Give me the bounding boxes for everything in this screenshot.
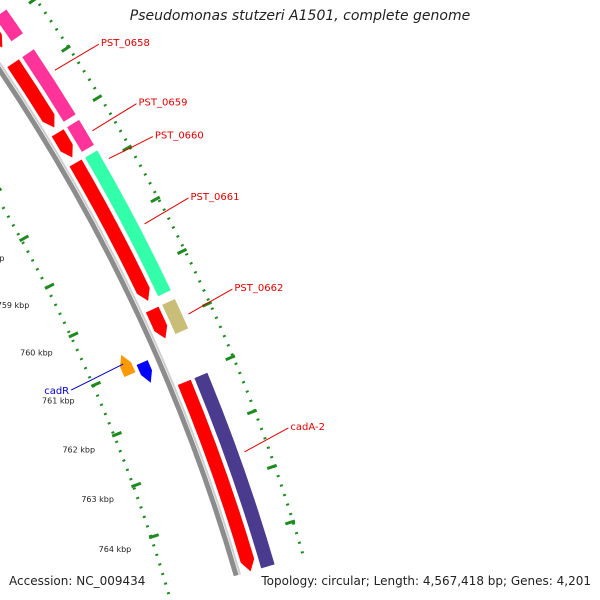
ruler-tick-outer — [60, 44, 71, 53]
ruler-tick — [148, 533, 160, 540]
gene-band-pst_0659[interactable] — [67, 119, 94, 152]
ruler-tick-outer — [284, 519, 296, 526]
map-title: Pseudomonas stutzeri A1501, complete gen… — [129, 8, 471, 24]
leader-line-pst_0661 — [144, 197, 189, 225]
ruler-tick-label: 762 kbp — [62, 446, 95, 455]
genome-backbone-shadow — [0, 61, 242, 575]
ruler-tick — [90, 380, 102, 388]
gene-label-pst_0658[interactable]: PST_0658 — [101, 38, 150, 49]
ruler-tick-outer — [266, 463, 278, 470]
cds-arrow-pst_0662[interactable] — [145, 306, 168, 339]
gene-band-pst_0658[interactable] — [22, 49, 76, 122]
gene-label-cadr[interactable]: cadR — [44, 386, 69, 397]
ruler-tick — [68, 331, 79, 339]
ruler-tick-outer — [122, 144, 133, 153]
leader-line-pst_0660 — [108, 136, 154, 160]
ruler-tick-outer — [176, 247, 188, 255]
ruler-tick-outer — [225, 354, 236, 362]
ruler-tick-label: 759 kbp — [0, 301, 29, 310]
ruler-tick — [44, 282, 55, 290]
gene-label-pst_0660[interactable]: PST_0660 — [155, 131, 204, 142]
ruler-tick-outer — [92, 94, 103, 102]
genome-summary-text: Topology: circular; Length: 4,567,418 bp… — [261, 574, 591, 588]
leader-line-cadr — [70, 363, 124, 391]
cds-arrow-pst_0658[interactable] — [7, 59, 55, 128]
gene-label-pst_0659[interactable]: PST_0659 — [139, 98, 188, 109]
cds-arrow-cada-2[interactable] — [177, 379, 255, 572]
ruler-tick-outer — [150, 195, 161, 204]
gene-band-pst_0662[interactable] — [162, 299, 189, 335]
ruler-tick-outer — [246, 408, 258, 416]
cds-arrow-pst_0658[interactable] — [0, 20, 3, 48]
ruler-tick-label: 763 kbp — [81, 495, 114, 504]
cds-arrow-pst_0659[interactable] — [51, 129, 73, 158]
ruler-tick — [130, 481, 142, 489]
dotted-track-inner — [0, 199, 171, 596]
leader-line-pst_0658 — [54, 43, 100, 71]
ruler-tick — [111, 431, 123, 438]
gene-arrow-cadr[interactable] — [136, 360, 152, 383]
ruler-tick-outer — [28, 0, 37, 5]
gene-band-pst_0658[interactable] — [0, 9, 23, 42]
ruler-tick-label: 761 kbp — [42, 397, 75, 406]
gene-label-cada-2[interactable]: cadA-2 — [290, 422, 325, 433]
leader-line-cada-2 — [244, 427, 289, 453]
ruler-tick — [0, 187, 3, 192]
ruler-tick-label: 764 kbp — [99, 545, 132, 554]
gene-label-pst_0662[interactable]: PST_0662 — [234, 283, 283, 294]
ruler-tick — [18, 234, 30, 243]
gene-arrow-orange[interactable] — [120, 354, 136, 378]
gene-band-pst_0660[interactable] — [85, 150, 171, 297]
accession-text: Accession: NC_009434 — [9, 574, 146, 588]
ruler-tick-label: 758 kbp — [0, 254, 4, 263]
ruler-tick-label: 760 kbp — [20, 348, 53, 357]
leader-line-pst_0662 — [188, 288, 233, 315]
cds-arrow-pst_0660[interactable] — [69, 159, 150, 301]
leader-line-pst_0659 — [92, 103, 137, 132]
genome-backbone — [0, 66, 239, 577]
gene-band-cada-2[interactable] — [194, 372, 275, 569]
gene-label-pst_0661[interactable]: PST_0661 — [191, 192, 240, 203]
